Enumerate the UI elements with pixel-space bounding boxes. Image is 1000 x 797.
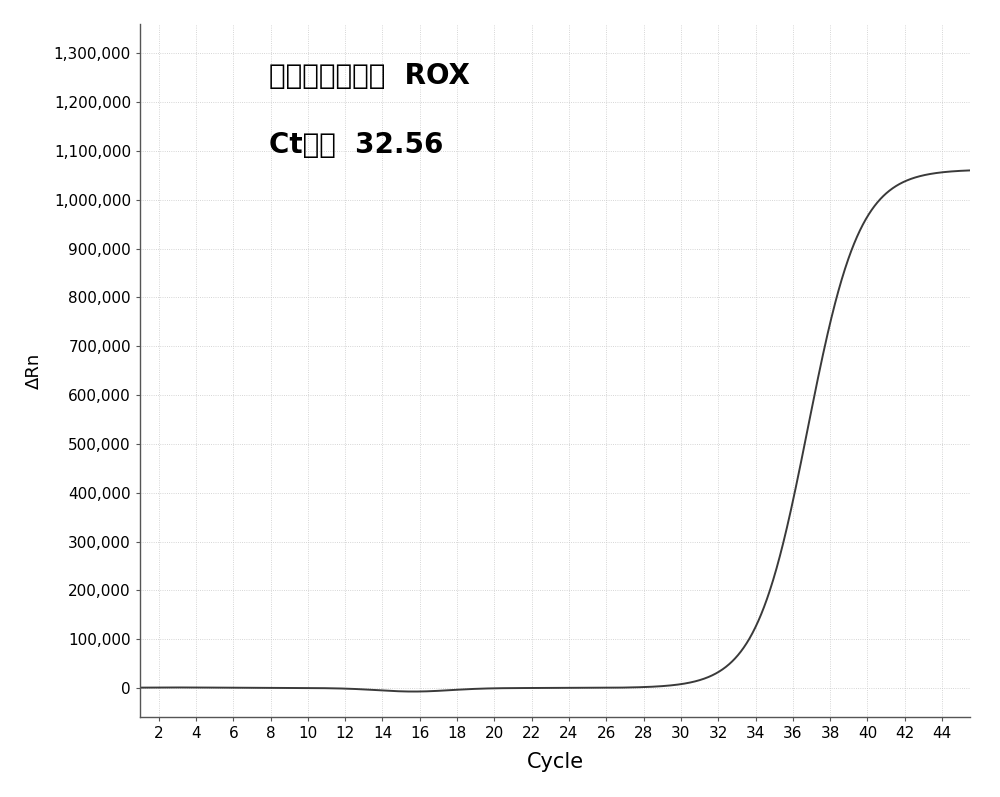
Text: Ct値：  32.56: Ct値： 32.56 <box>269 132 443 159</box>
Text: 荧光信号通道：  ROX: 荧光信号通道： ROX <box>269 62 470 90</box>
X-axis label: Cycle: Cycle <box>526 752 584 772</box>
Y-axis label: ΔRn: ΔRn <box>25 352 43 389</box>
